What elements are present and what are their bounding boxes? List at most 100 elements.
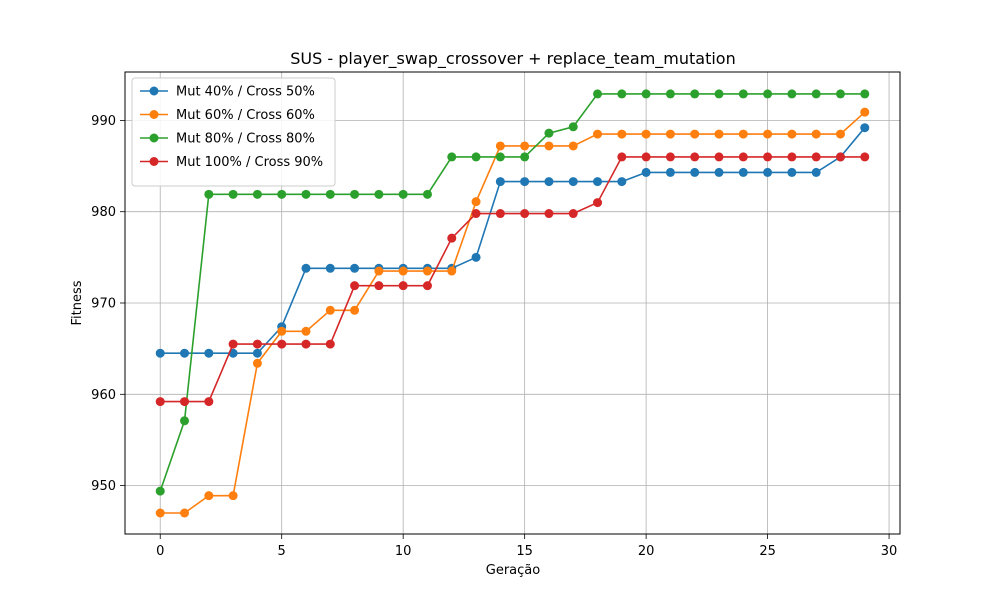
data-point bbox=[277, 189, 287, 199]
data-point bbox=[204, 491, 214, 501]
x-tick-label: 10 bbox=[395, 544, 412, 559]
data-point bbox=[641, 152, 651, 162]
data-point bbox=[617, 177, 627, 187]
data-point bbox=[860, 89, 870, 99]
data-point bbox=[568, 141, 578, 151]
y-tick-label: 980 bbox=[91, 205, 116, 220]
data-point bbox=[835, 152, 845, 162]
data-point bbox=[738, 89, 748, 99]
data-point bbox=[835, 89, 845, 99]
data-point bbox=[593, 177, 603, 187]
data-point bbox=[374, 189, 384, 199]
x-axis-label: Geração bbox=[486, 563, 540, 578]
x-tick-label: 5 bbox=[278, 544, 286, 559]
data-point bbox=[228, 339, 238, 349]
data-point bbox=[422, 281, 432, 291]
data-point bbox=[204, 348, 214, 358]
legend: Mut 40% / Cross 50% Mut 60% / Cross 60% Mu… bbox=[131, 77, 336, 187]
data-point bbox=[617, 89, 627, 99]
chart-title: SUS - player_swap_crossover + replace_te… bbox=[290, 49, 735, 69]
data-point bbox=[714, 152, 724, 162]
legend-marker bbox=[149, 133, 159, 143]
data-point bbox=[495, 209, 505, 219]
data-point bbox=[593, 129, 603, 139]
data-point bbox=[495, 152, 505, 162]
data-point bbox=[690, 129, 700, 139]
data-point bbox=[252, 358, 262, 368]
data-point bbox=[398, 266, 408, 276]
grid-lines bbox=[125, 72, 900, 534]
data-point bbox=[155, 397, 165, 407]
data-point bbox=[665, 152, 675, 162]
series-3 bbox=[155, 89, 870, 496]
data-point bbox=[325, 189, 335, 199]
data-point bbox=[593, 198, 603, 208]
legend-marker bbox=[149, 110, 159, 119]
data-point bbox=[617, 129, 627, 139]
data-point bbox=[422, 189, 432, 199]
data-point bbox=[665, 89, 675, 99]
data-point bbox=[350, 189, 360, 199]
data-point bbox=[447, 266, 457, 276]
x-tick-label: 15 bbox=[516, 544, 533, 559]
data-point bbox=[374, 281, 384, 291]
series-4 bbox=[155, 152, 870, 407]
data-point bbox=[690, 152, 700, 162]
data-point bbox=[180, 508, 190, 518]
data-point bbox=[544, 128, 554, 138]
y-axis-label: Fitness bbox=[70, 280, 85, 325]
data-point bbox=[471, 209, 481, 219]
legend-marker bbox=[149, 86, 159, 96]
data-point bbox=[714, 89, 724, 99]
data-point bbox=[374, 266, 384, 276]
data-point bbox=[520, 152, 530, 162]
data-point bbox=[811, 167, 821, 177]
data-point bbox=[787, 152, 797, 162]
data-point bbox=[763, 89, 773, 99]
data-point bbox=[860, 152, 870, 162]
data-point bbox=[860, 107, 870, 117]
data-point bbox=[447, 233, 457, 243]
data-point bbox=[155, 348, 165, 358]
data-point bbox=[544, 141, 554, 151]
legend-item: Mut 80% / Cross 80% bbox=[140, 132, 315, 147]
data-point bbox=[325, 263, 335, 273]
data-point bbox=[763, 152, 773, 162]
data-point bbox=[252, 348, 262, 358]
data-point bbox=[641, 89, 651, 99]
data-point bbox=[495, 177, 505, 187]
data-point bbox=[860, 123, 870, 133]
data-point bbox=[325, 305, 335, 315]
data-point bbox=[641, 129, 651, 139]
data-point bbox=[252, 189, 262, 199]
data-point bbox=[180, 397, 190, 407]
y-tick-label: 970 bbox=[91, 297, 116, 312]
x-tick-label: 30 bbox=[881, 544, 898, 559]
legend-label: Mut 40% / Cross 50% bbox=[176, 85, 315, 100]
y-tick-label: 950 bbox=[91, 479, 116, 494]
data-point bbox=[155, 508, 165, 518]
data-point bbox=[520, 177, 530, 187]
y-tick-label: 990 bbox=[91, 114, 116, 129]
data-point bbox=[665, 129, 675, 139]
data-point bbox=[301, 263, 311, 273]
data-point bbox=[568, 177, 578, 187]
data-point bbox=[301, 189, 311, 199]
y-tick-label: 960 bbox=[91, 388, 116, 403]
data-point bbox=[544, 209, 554, 219]
series-layer bbox=[155, 89, 870, 518]
data-point bbox=[180, 416, 190, 426]
data-point bbox=[180, 348, 190, 358]
data-point bbox=[471, 152, 481, 162]
data-point bbox=[714, 167, 724, 177]
data-point bbox=[155, 486, 165, 496]
data-point bbox=[787, 129, 797, 139]
data-point bbox=[568, 209, 578, 219]
axis-ticks: 0 5 10 15 20 25 30 950 960 970 980 990 bbox=[91, 114, 897, 559]
data-point bbox=[228, 189, 238, 199]
data-point bbox=[568, 122, 578, 132]
data-point bbox=[763, 167, 773, 177]
data-point bbox=[811, 152, 821, 162]
legend-item: Mut 60% / Cross 60% bbox=[140, 108, 315, 123]
